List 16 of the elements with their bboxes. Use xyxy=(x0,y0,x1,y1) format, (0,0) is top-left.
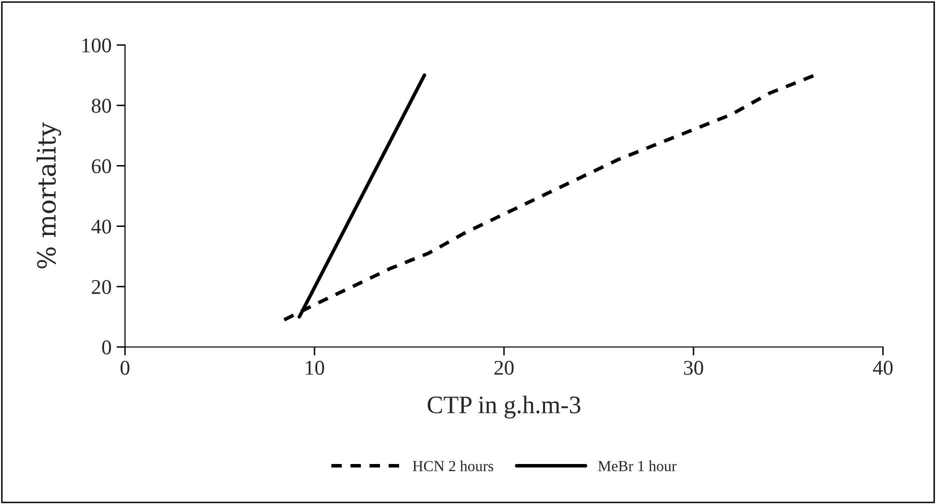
x-tick-label: 10 xyxy=(306,360,324,375)
x-tick-label: 40 xyxy=(872,360,893,375)
y-tick-label: 60 xyxy=(92,159,112,174)
x-axis-title: CTP in g.h.m-3 xyxy=(428,396,580,418)
legend-label: MeBr 1 hour xyxy=(598,460,676,472)
y-tick-label: 100 xyxy=(82,38,112,52)
x-tick-label: 20 xyxy=(494,360,514,375)
y-tick-label: 40 xyxy=(91,220,112,234)
y-tick-label: 20 xyxy=(92,280,112,294)
line-series xyxy=(282,73,817,322)
y-tick-label: 0 xyxy=(102,340,112,354)
legend-label: HCN 2 hours xyxy=(412,460,494,472)
y-axis-title: % mortality xyxy=(36,122,62,268)
x-tick-label: 30 xyxy=(684,360,704,375)
y-tick-label: 80 xyxy=(92,98,112,113)
x-tick-label: 0 xyxy=(120,360,130,375)
